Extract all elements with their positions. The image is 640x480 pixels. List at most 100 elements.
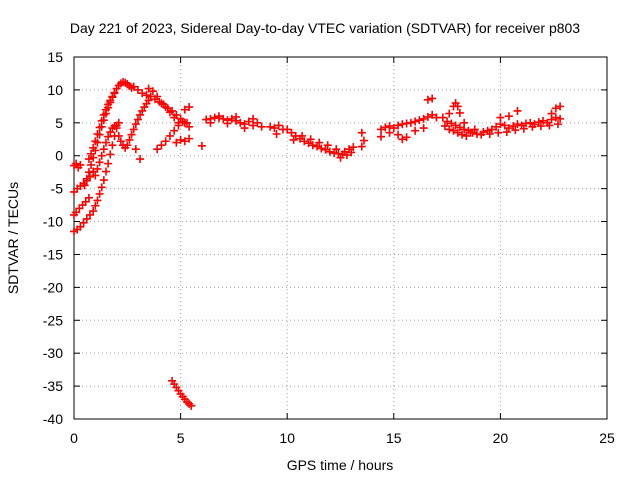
data-point: [438, 113, 447, 122]
data-point: [93, 164, 102, 173]
data-point: [223, 119, 232, 128]
data-point: [187, 401, 196, 410]
y-tick-label: -10: [43, 214, 63, 230]
y-axis-label: SDTVAR / TECUs: [5, 182, 21, 294]
data-point: [227, 114, 236, 123]
data-point: [423, 95, 432, 104]
data-point: [176, 135, 185, 144]
data-point: [170, 126, 179, 135]
x-tick-label: 20: [493, 430, 509, 446]
x-tick-label: 0: [70, 430, 78, 446]
data-point: [458, 130, 467, 139]
data-point: [321, 145, 330, 154]
data-point: [133, 85, 142, 94]
data-point: [170, 113, 179, 122]
data-point: [101, 105, 110, 114]
data-point: [178, 117, 187, 126]
data-point: [440, 122, 449, 131]
data-point: [95, 189, 104, 198]
data-point: [539, 116, 548, 125]
data-point: [157, 99, 166, 108]
data-point: [513, 120, 522, 129]
data-point: [419, 124, 428, 133]
data-point: [283, 125, 292, 134]
data-point: [174, 121, 183, 130]
data-point: [148, 87, 157, 96]
data-point: [547, 109, 556, 118]
data-point: [236, 118, 245, 127]
data-point: [214, 112, 223, 121]
x-tick-label: 25: [599, 430, 615, 446]
data-point: [180, 105, 189, 114]
data-point: [423, 112, 432, 121]
data-point: [406, 118, 415, 127]
data-point: [315, 138, 324, 147]
data-point: [112, 121, 121, 130]
data-point: [97, 151, 106, 160]
data-point: [129, 125, 138, 134]
data-point: [494, 128, 503, 137]
data-point: [381, 123, 390, 132]
data-point: [317, 144, 326, 153]
data-point: [513, 106, 522, 115]
data-point: [249, 114, 258, 123]
data-point: [394, 130, 403, 139]
data-point: [89, 143, 98, 152]
data-point: [359, 136, 368, 145]
data-point: [197, 141, 206, 150]
data-point: [206, 118, 215, 127]
data-point: [84, 193, 93, 202]
data-point: [82, 174, 91, 183]
data-point: [445, 125, 454, 134]
data-point: [340, 147, 349, 156]
data-point: [274, 121, 283, 130]
data-point: [336, 153, 345, 162]
data-point: [398, 135, 407, 144]
data-point: [165, 131, 174, 140]
data-point: [377, 125, 386, 134]
data-point: [95, 123, 104, 132]
data-point: [125, 135, 134, 144]
data-point: [253, 118, 262, 127]
data-point: [157, 141, 166, 150]
data-point: [270, 124, 279, 133]
data-point: [545, 121, 554, 130]
data-point: [470, 125, 479, 134]
data-point: [99, 176, 108, 185]
data-point: [496, 113, 505, 122]
y-tick-label: 0: [55, 148, 63, 164]
data-point: [93, 196, 102, 205]
data-point: [556, 102, 565, 111]
data-point: [332, 145, 341, 154]
axis-ticks: 0 5 10 15 20 25 15 10 5 0 -5 -10 -15 -20 -25 -30 -35 -40: [43, 49, 615, 446]
data-point: [129, 82, 138, 91]
data-point: [357, 128, 366, 137]
data-point: [389, 124, 398, 133]
data-point: [511, 126, 520, 135]
x-tick-label: 10: [279, 430, 295, 446]
data-point: [138, 89, 147, 98]
data-point: [385, 128, 394, 137]
data-point: [95, 158, 104, 167]
y-tick-label: 10: [47, 82, 63, 98]
data-point: [500, 121, 509, 130]
chart-title: Day 221 of 2023, Sidereal Day-to-day VTE…: [70, 20, 580, 36]
data-point: [298, 131, 307, 140]
data-point: [108, 141, 117, 150]
data-point: [266, 122, 275, 131]
y-tick-label: -15: [43, 246, 63, 262]
data-point: [84, 155, 93, 164]
data-point: [172, 138, 181, 147]
data-point: [91, 171, 100, 180]
data-point: [308, 141, 317, 150]
data-point: [415, 116, 424, 125]
data-point: [104, 132, 113, 141]
data-point: [185, 134, 194, 143]
data-point: [453, 128, 462, 137]
y-tick-label: -35: [43, 378, 63, 394]
data-point: [87, 149, 96, 158]
data-point: [165, 108, 174, 117]
data-point: [551, 104, 560, 113]
data-point: [136, 155, 145, 164]
